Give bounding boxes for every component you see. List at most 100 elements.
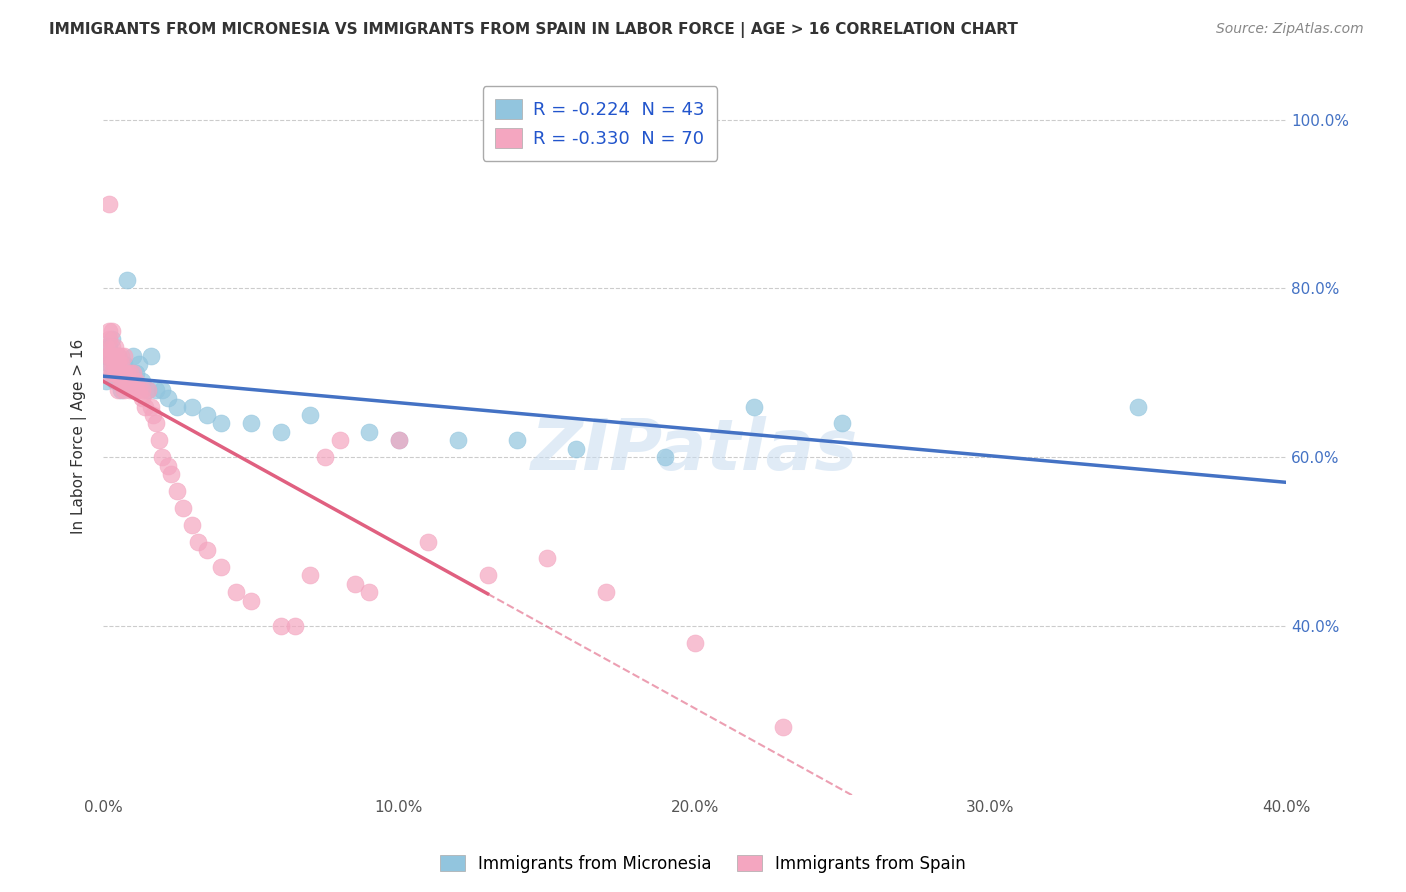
Point — [225, 585, 247, 599]
Point — [447, 434, 470, 448]
Point — [101, 349, 124, 363]
Point — [195, 408, 218, 422]
Point — [565, 442, 588, 456]
Point — [98, 332, 121, 346]
Point — [107, 349, 129, 363]
Point — [121, 349, 143, 363]
Point — [101, 366, 124, 380]
Point — [112, 357, 135, 371]
Point — [98, 357, 121, 371]
Point — [112, 374, 135, 388]
Point — [329, 434, 352, 448]
Point — [139, 400, 162, 414]
Point — [314, 450, 336, 465]
Point — [110, 349, 132, 363]
Point — [595, 585, 617, 599]
Point — [131, 383, 153, 397]
Point — [166, 483, 188, 498]
Point — [96, 349, 118, 363]
Point — [104, 374, 127, 388]
Point — [118, 383, 141, 397]
Point — [107, 383, 129, 397]
Point — [121, 374, 143, 388]
Point — [240, 593, 263, 607]
Point — [139, 349, 162, 363]
Point — [107, 366, 129, 380]
Point — [211, 417, 233, 431]
Point — [125, 383, 148, 397]
Point — [187, 534, 209, 549]
Point — [211, 559, 233, 574]
Point — [101, 349, 124, 363]
Point — [654, 450, 676, 465]
Point — [115, 273, 138, 287]
Point — [150, 450, 173, 465]
Point — [98, 341, 121, 355]
Point — [195, 543, 218, 558]
Point — [270, 425, 292, 439]
Point — [142, 408, 165, 422]
Point — [145, 383, 167, 397]
Point — [418, 534, 440, 549]
Point — [118, 366, 141, 380]
Point — [96, 349, 118, 363]
Point — [104, 357, 127, 371]
Point — [110, 374, 132, 388]
Point — [145, 417, 167, 431]
Point — [506, 434, 529, 448]
Point — [388, 434, 411, 448]
Point — [772, 720, 794, 734]
Point — [121, 383, 143, 397]
Point — [104, 366, 127, 380]
Point — [104, 341, 127, 355]
Point — [112, 349, 135, 363]
Point — [104, 349, 127, 363]
Point — [1126, 400, 1149, 414]
Legend: R = -0.224  N = 43, R = -0.330  N = 70: R = -0.224 N = 43, R = -0.330 N = 70 — [482, 87, 717, 161]
Point — [128, 357, 150, 371]
Point — [107, 349, 129, 363]
Point — [172, 500, 194, 515]
Point — [101, 357, 124, 371]
Point — [180, 400, 202, 414]
Point — [299, 408, 322, 422]
Point — [157, 391, 180, 405]
Point — [121, 366, 143, 380]
Point — [101, 366, 124, 380]
Point — [125, 366, 148, 380]
Point — [107, 366, 129, 380]
Point — [107, 374, 129, 388]
Point — [101, 332, 124, 346]
Point — [96, 374, 118, 388]
Point — [96, 366, 118, 380]
Point — [98, 349, 121, 363]
Point — [118, 366, 141, 380]
Point — [831, 417, 853, 431]
Point — [128, 383, 150, 397]
Point — [477, 568, 499, 582]
Point — [148, 434, 170, 448]
Point — [388, 434, 411, 448]
Point — [136, 383, 159, 397]
Point — [110, 357, 132, 371]
Point — [359, 585, 381, 599]
Point — [270, 619, 292, 633]
Point — [98, 197, 121, 211]
Point — [299, 568, 322, 582]
Point — [359, 425, 381, 439]
Point — [125, 374, 148, 388]
Point — [240, 417, 263, 431]
Point — [110, 366, 132, 380]
Point — [343, 576, 366, 591]
Point — [98, 324, 121, 338]
Point — [107, 357, 129, 371]
Point — [110, 383, 132, 397]
Point — [131, 374, 153, 388]
Point — [284, 619, 307, 633]
Text: Source: ZipAtlas.com: Source: ZipAtlas.com — [1216, 22, 1364, 37]
Text: IMMIGRANTS FROM MICRONESIA VS IMMIGRANTS FROM SPAIN IN LABOR FORCE | AGE > 16 CO: IMMIGRANTS FROM MICRONESIA VS IMMIGRANTS… — [49, 22, 1018, 38]
Legend: Immigrants from Micronesia, Immigrants from Spain: Immigrants from Micronesia, Immigrants f… — [433, 848, 973, 880]
Point — [150, 383, 173, 397]
Point — [115, 366, 138, 380]
Y-axis label: In Labor Force | Age > 16: In Labor Force | Age > 16 — [72, 338, 87, 533]
